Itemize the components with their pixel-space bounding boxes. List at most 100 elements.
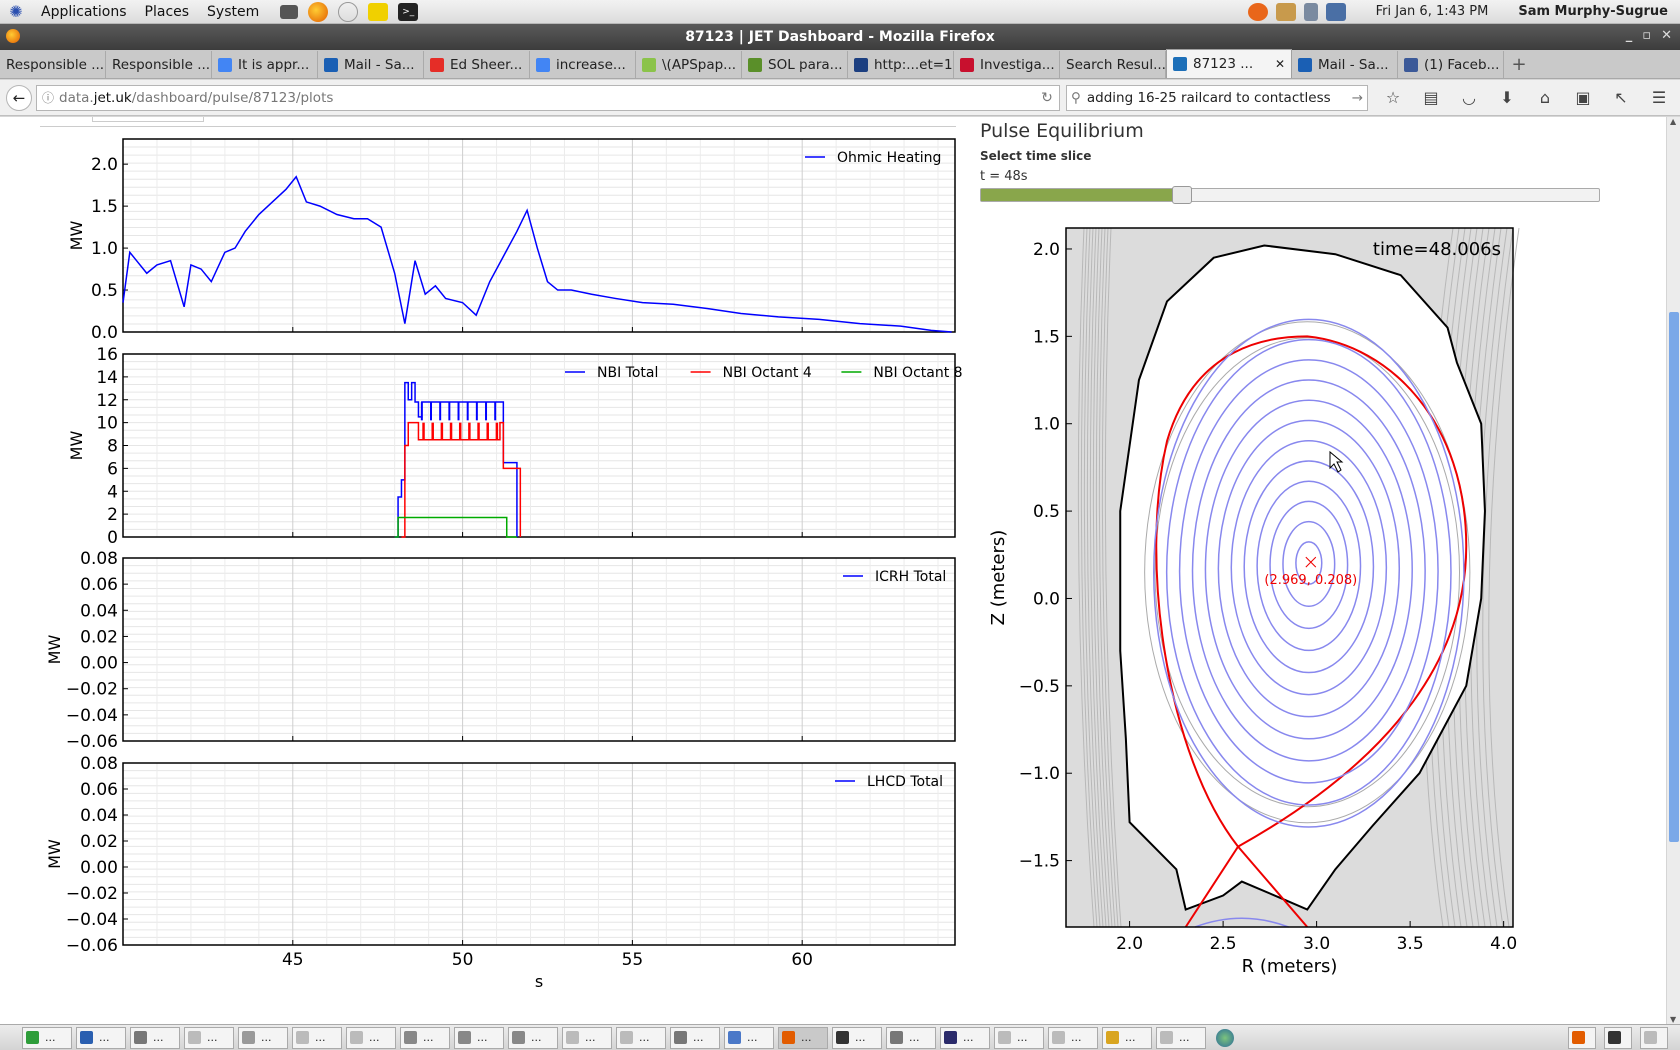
taskbar-window-button[interactable]: ... [1156, 1026, 1206, 1049]
menu-applications[interactable]: Applications [41, 3, 127, 20]
y-tick-label: −0.06 [66, 732, 118, 752]
network-icon[interactable] [1325, 2, 1346, 21]
tab-8[interactable]: http:...et=1 [848, 51, 954, 78]
download-icon[interactable]: ⬇ [1500, 88, 1514, 107]
menu-system[interactable]: System [207, 3, 260, 20]
flux-surface [1152, 318, 1465, 828]
taskbar-window-button[interactable]: ... [994, 1026, 1044, 1049]
search-input[interactable]: ⚲ adding 16-25 railcard to contactless → [1066, 84, 1368, 111]
hamburger-menu-icon[interactable]: ☰ [1651, 88, 1667, 107]
tab-4[interactable]: Ed Sheer... [424, 51, 530, 78]
outlook-icon [324, 57, 338, 72]
taskbar-window-button[interactable]: ... [22, 1026, 72, 1049]
close-window-icon[interactable]: ✕ [1661, 28, 1672, 43]
taskbar-window-button[interactable] [1604, 1026, 1632, 1049]
tab-9[interactable]: Investiga... [954, 51, 1060, 78]
time-slice-slider[interactable] [980, 186, 1600, 204]
scroll-thumb[interactable] [1669, 312, 1679, 842]
notes-launcher-icon[interactable] [368, 2, 389, 21]
slider-handle[interactable] [1171, 186, 1192, 204]
tab-1[interactable]: Responsible ... [106, 51, 212, 78]
menu-places[interactable]: Places [144, 3, 190, 20]
tab-2[interactable]: It is appr... [212, 51, 318, 78]
search-go-icon[interactable]: → [1351, 89, 1363, 106]
gnome-foot-icon[interactable]: ✺ [9, 2, 23, 21]
new-tab-button[interactable]: + [1511, 54, 1527, 75]
package-icon[interactable] [1275, 2, 1296, 21]
navigation-bar: ← ⓘ data.jet.uk/dashboard/pulse/87123/pl… [0, 80, 1680, 116]
taskbar-window-button[interactable] [1640, 1026, 1668, 1049]
window-icon [26, 1031, 39, 1044]
info-icon[interactable]: ⓘ [41, 91, 54, 105]
ads-icon [854, 57, 868, 72]
y-tick-label: −0.5 [1019, 677, 1060, 697]
clock[interactable]: Fri Jan 6, 1:43 PM [1375, 4, 1489, 19]
globe-icon[interactable] [1216, 1028, 1234, 1047]
url-bar[interactable]: ⓘ data.jet.uk/dashboard/pulse/87123/plot… [36, 84, 1060, 111]
taskbar-window-button[interactable]: ... [184, 1026, 234, 1049]
taskbar-window-button[interactable]: ... [1048, 1026, 1098, 1049]
maximize-icon[interactable]: ▫ [1642, 28, 1652, 43]
close-tab-icon[interactable]: ✕ [1274, 57, 1285, 71]
page-scrollbar[interactable]: ▲ ▼ [1666, 117, 1680, 1024]
y-tick-label: 2.0 [91, 155, 118, 175]
tab-12[interactable]: Mail - Sa... [1292, 51, 1398, 78]
y-tick-label: 0.5 [1033, 502, 1060, 522]
reading-list-icon[interactable]: ▤ [1423, 88, 1439, 107]
taskbar-window-button[interactable]: ... [454, 1026, 504, 1049]
taskbar-window-button[interactable]: ... [832, 1026, 882, 1049]
firefox-launcher-icon[interactable] [308, 1, 329, 22]
tab-3[interactable]: Mail - Sa... [318, 51, 424, 78]
home-icon[interactable]: ⌂ [1539, 88, 1551, 107]
taskbar-window-button[interactable]: ... [346, 1026, 396, 1049]
taskbar-window-button[interactable]: ... [778, 1026, 828, 1049]
back-button[interactable]: ← [6, 84, 32, 111]
taskbar-window-button[interactable]: ... [670, 1026, 720, 1049]
url-text[interactable]: data.jet.uk/dashboard/pulse/87123/plots [59, 90, 1035, 106]
taskbar-window-button[interactable]: ... [940, 1026, 990, 1049]
user-menu[interactable]: Sam Murphy-Sugrue [1518, 4, 1668, 19]
taskbar-window-button[interactable]: ... [508, 1026, 558, 1049]
taskbar-window-button[interactable]: ... [130, 1026, 180, 1049]
tab-13[interactable]: (1) Faceb... [1398, 51, 1504, 78]
task-label: ... [477, 1031, 488, 1044]
terminal-launcher-icon[interactable]: >_ [398, 2, 419, 21]
task-label: ... [1179, 1031, 1190, 1044]
tab-5[interactable]: increase... [530, 51, 636, 78]
taskbar-window-button[interactable]: ... [616, 1026, 666, 1049]
background-flux-contour [1077, 227, 1095, 928]
bookmark-star-icon[interactable]: ☆ [1385, 88, 1401, 107]
taskbar-window-button[interactable]: ... [1102, 1026, 1152, 1049]
tab-label: http:...et=1 [874, 56, 953, 73]
taskbar-window-button[interactable]: ... [724, 1026, 774, 1049]
tab-0[interactable]: Responsible ... [0, 51, 106, 78]
window-icon [134, 1031, 147, 1044]
extension-icon[interactable]: ↖ [1614, 88, 1628, 107]
tab-6[interactable]: \(APSpap... [636, 51, 742, 78]
camera-icon[interactable] [280, 4, 299, 19]
taskbar-window-button[interactable]: ... [76, 1026, 126, 1049]
background-flux-contour [1104, 227, 1122, 928]
y-tick-label: 1.0 [91, 239, 118, 259]
reload-icon[interactable]: ↻ [1041, 89, 1053, 106]
taskbar-window-button[interactable]: ... [400, 1026, 450, 1049]
window-titlebar[interactable]: 87123 | JET Dashboard - Mozilla Firefox … [0, 24, 1680, 50]
scroll-up-icon[interactable]: ▲ [1670, 117, 1677, 126]
tab-10[interactable]: Search Resul... [1060, 51, 1166, 78]
update-icon[interactable] [1247, 2, 1268, 21]
pocket-icon[interactable]: ◡ [1462, 88, 1476, 107]
taskbar-window-button[interactable]: ... [292, 1026, 342, 1049]
series-line-nbi-octant-4 [401, 421, 522, 538]
scroll-down-icon[interactable]: ▼ [1670, 1015, 1677, 1024]
taskbar-window-button[interactable] [1568, 1026, 1596, 1049]
mail-launcher-icon[interactable] [338, 1, 359, 22]
tab-11[interactable]: 87123 ... ✕ [1166, 49, 1292, 78]
volume-icon[interactable] [1303, 2, 1318, 21]
minimize-icon[interactable]: _ [1625, 28, 1633, 43]
taskbar-window-button[interactable]: ... [886, 1026, 936, 1049]
taskbar-window-button[interactable]: ... [238, 1026, 288, 1049]
screenshot-icon[interactable]: ▣ [1575, 88, 1591, 107]
tab-7[interactable]: SOL para... [742, 51, 848, 78]
taskbar-window-button[interactable]: ... [562, 1026, 612, 1049]
tab-label: Search Resul... [1066, 56, 1166, 73]
